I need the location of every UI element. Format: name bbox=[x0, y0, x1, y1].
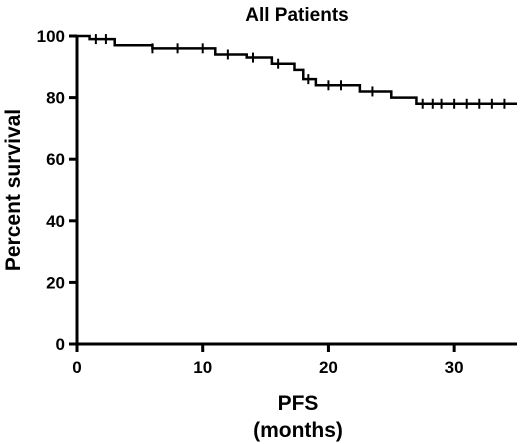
x-tick-label: 0 bbox=[72, 358, 81, 377]
y-tick-label: 60 bbox=[46, 150, 65, 169]
x-axis: 0 10 20 30 bbox=[72, 342, 517, 377]
y-axis-label: Percent survival bbox=[2, 109, 25, 271]
x-axis-label: PFS bbox=[278, 392, 319, 415]
y-tick-label: 80 bbox=[46, 89, 65, 108]
y-axis: 0 20 40 60 80 100 bbox=[37, 27, 79, 354]
chart-title: All Patients bbox=[245, 5, 348, 26]
survival-step-line bbox=[77, 34, 517, 106]
x-axis-label-units: (months) bbox=[253, 419, 343, 442]
x-tick-label: 30 bbox=[445, 358, 464, 377]
x-tick-label: 20 bbox=[319, 358, 338, 377]
y-tick-label: 40 bbox=[46, 212, 65, 231]
y-tick-label: 20 bbox=[46, 273, 65, 292]
x-tick-label: 10 bbox=[193, 358, 212, 377]
y-tick-label: 0 bbox=[56, 335, 65, 354]
x-tick-group: 0 10 20 30 bbox=[72, 344, 464, 377]
plot-area bbox=[77, 34, 517, 109]
y-tick-label: 100 bbox=[37, 27, 65, 46]
y-tick-group: 0 20 40 60 80 100 bbox=[37, 27, 77, 354]
